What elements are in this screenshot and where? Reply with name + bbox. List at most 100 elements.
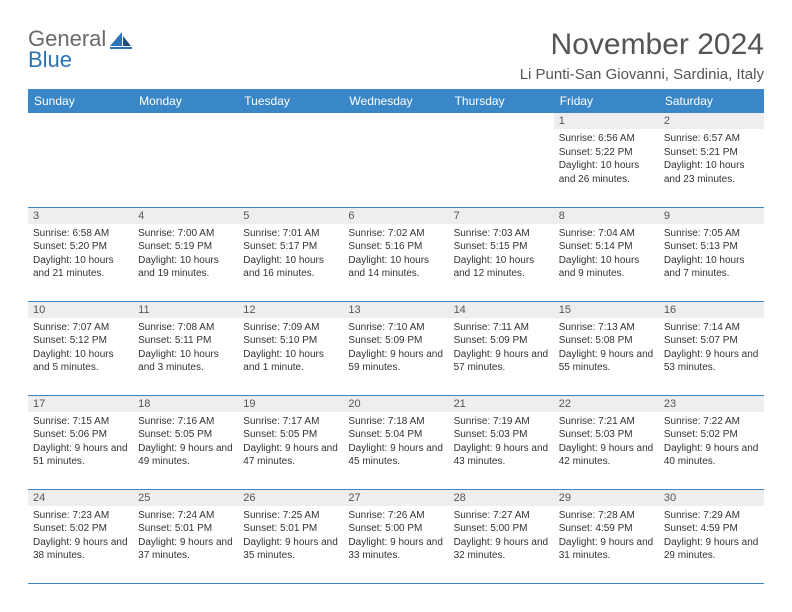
- daylight-line: Daylight: 9 hours and 43 minutes.: [454, 442, 549, 469]
- day-number: 16: [659, 302, 764, 318]
- sunset-line: Sunset: 5:03 PM: [454, 428, 549, 442]
- day-number: 8: [554, 208, 659, 224]
- daylight-line: Daylight: 10 hours and 26 minutes.: [559, 159, 654, 186]
- cell-body: Sunrise: 7:10 AMSunset: 5:09 PMDaylight:…: [343, 318, 448, 379]
- sunset-line: Sunset: 5:09 PM: [454, 334, 549, 348]
- cell-body: Sunrise: 7:25 AMSunset: 5:01 PMDaylight:…: [238, 506, 343, 567]
- calendar-cell: 7Sunrise: 7:03 AMSunset: 5:15 PMDaylight…: [449, 207, 554, 301]
- sunrise-line: Sunrise: 7:19 AM: [454, 415, 549, 429]
- calendar-cell: 18Sunrise: 7:16 AMSunset: 5:05 PMDayligh…: [133, 395, 238, 489]
- day-number: 6: [343, 208, 448, 224]
- cell-body: Sunrise: 7:23 AMSunset: 5:02 PMDaylight:…: [28, 506, 133, 567]
- sunrise-line: Sunrise: 7:26 AM: [348, 509, 443, 523]
- calendar-row: 1Sunrise: 6:56 AMSunset: 5:22 PMDaylight…: [28, 113, 764, 207]
- sunrise-line: Sunrise: 7:25 AM: [243, 509, 338, 523]
- cell-body: Sunrise: 7:11 AMSunset: 5:09 PMDaylight:…: [449, 318, 554, 379]
- calendar-cell: 22Sunrise: 7:21 AMSunset: 5:03 PMDayligh…: [554, 395, 659, 489]
- calendar-cell: [133, 113, 238, 207]
- sunset-line: Sunset: 5:01 PM: [138, 522, 233, 536]
- calendar-cell: 11Sunrise: 7:08 AMSunset: 5:11 PMDayligh…: [133, 301, 238, 395]
- sunrise-line: Sunrise: 7:01 AM: [243, 227, 338, 241]
- calendar-cell: [343, 113, 448, 207]
- cell-body: Sunrise: 7:07 AMSunset: 5:12 PMDaylight:…: [28, 318, 133, 379]
- sunrise-line: Sunrise: 7:29 AM: [664, 509, 759, 523]
- sunset-line: Sunset: 5:07 PM: [664, 334, 759, 348]
- sunrise-line: Sunrise: 7:09 AM: [243, 321, 338, 335]
- sunrise-line: Sunrise: 7:03 AM: [454, 227, 549, 241]
- sunrise-line: Sunrise: 7:16 AM: [138, 415, 233, 429]
- calendar-cell: 20Sunrise: 7:18 AMSunset: 5:04 PMDayligh…: [343, 395, 448, 489]
- daylight-line: Daylight: 10 hours and 16 minutes.: [243, 254, 338, 281]
- daylight-line: Daylight: 9 hours and 32 minutes.: [454, 536, 549, 563]
- calendar-cell: [238, 113, 343, 207]
- calendar-cell: 16Sunrise: 7:14 AMSunset: 5:07 PMDayligh…: [659, 301, 764, 395]
- cell-body: Sunrise: 7:08 AMSunset: 5:11 PMDaylight:…: [133, 318, 238, 379]
- daylight-line: Daylight: 10 hours and 14 minutes.: [348, 254, 443, 281]
- day-number: 20: [343, 396, 448, 412]
- sunrise-line: Sunrise: 7:10 AM: [348, 321, 443, 335]
- calendar-cell: 9Sunrise: 7:05 AMSunset: 5:13 PMDaylight…: [659, 207, 764, 301]
- calendar-row: 3Sunrise: 6:58 AMSunset: 5:20 PMDaylight…: [28, 207, 764, 301]
- location: Li Punti-San Giovanni, Sardinia, Italy: [520, 66, 764, 83]
- sunrise-line: Sunrise: 7:08 AM: [138, 321, 233, 335]
- day-header: Sunday: [28, 89, 133, 113]
- calendar-row: 10Sunrise: 7:07 AMSunset: 5:12 PMDayligh…: [28, 301, 764, 395]
- sunrise-line: Sunrise: 7:11 AM: [454, 321, 549, 335]
- cell-body: Sunrise: 7:05 AMSunset: 5:13 PMDaylight:…: [659, 224, 764, 285]
- day-number: 12: [238, 302, 343, 318]
- sunset-line: Sunset: 5:00 PM: [348, 522, 443, 536]
- day-number: 21: [449, 396, 554, 412]
- sunrise-line: Sunrise: 7:00 AM: [138, 227, 233, 241]
- calendar-cell: 30Sunrise: 7:29 AMSunset: 4:59 PMDayligh…: [659, 489, 764, 583]
- calendar-cell: [28, 113, 133, 207]
- day-number: 24: [28, 490, 133, 506]
- cell-body: Sunrise: 7:18 AMSunset: 5:04 PMDaylight:…: [343, 412, 448, 473]
- sunset-line: Sunset: 5:19 PM: [138, 240, 233, 254]
- sunrise-line: Sunrise: 7:13 AM: [559, 321, 654, 335]
- calendar-cell: 4Sunrise: 7:00 AMSunset: 5:19 PMDaylight…: [133, 207, 238, 301]
- sunrise-line: Sunrise: 6:56 AM: [559, 132, 654, 146]
- calendar-cell: 15Sunrise: 7:13 AMSunset: 5:08 PMDayligh…: [554, 301, 659, 395]
- calendar-cell: 13Sunrise: 7:10 AMSunset: 5:09 PMDayligh…: [343, 301, 448, 395]
- cell-body: Sunrise: 7:22 AMSunset: 5:02 PMDaylight:…: [659, 412, 764, 473]
- day-number: 5: [238, 208, 343, 224]
- day-number: 15: [554, 302, 659, 318]
- day-number: 2: [659, 113, 764, 129]
- header: General Blue November 2024 Li Punti-San …: [28, 28, 764, 83]
- day-number: 22: [554, 396, 659, 412]
- cell-body: Sunrise: 6:57 AMSunset: 5:21 PMDaylight:…: [659, 129, 764, 190]
- sunrise-line: Sunrise: 6:57 AM: [664, 132, 759, 146]
- cell-body: Sunrise: 7:17 AMSunset: 5:05 PMDaylight:…: [238, 412, 343, 473]
- cell-body: Sunrise: 7:13 AMSunset: 5:08 PMDaylight:…: [554, 318, 659, 379]
- daylight-line: Daylight: 10 hours and 9 minutes.: [559, 254, 654, 281]
- daylight-line: Daylight: 9 hours and 33 minutes.: [348, 536, 443, 563]
- sunset-line: Sunset: 5:20 PM: [33, 240, 128, 254]
- sunset-line: Sunset: 5:06 PM: [33, 428, 128, 442]
- calendar-cell: 17Sunrise: 7:15 AMSunset: 5:06 PMDayligh…: [28, 395, 133, 489]
- calendar-row: 17Sunrise: 7:15 AMSunset: 5:06 PMDayligh…: [28, 395, 764, 489]
- calendar-cell: 5Sunrise: 7:01 AMSunset: 5:17 PMDaylight…: [238, 207, 343, 301]
- sunset-line: Sunset: 5:05 PM: [138, 428, 233, 442]
- sunrise-line: Sunrise: 7:05 AM: [664, 227, 759, 241]
- sunrise-line: Sunrise: 7:28 AM: [559, 509, 654, 523]
- cell-body: Sunrise: 7:09 AMSunset: 5:10 PMDaylight:…: [238, 318, 343, 379]
- sunset-line: Sunset: 5:16 PM: [348, 240, 443, 254]
- sunset-line: Sunset: 5:11 PM: [138, 334, 233, 348]
- cell-body: Sunrise: 6:58 AMSunset: 5:20 PMDaylight:…: [28, 224, 133, 285]
- daylight-line: Daylight: 9 hours and 55 minutes.: [559, 348, 654, 375]
- cell-body: Sunrise: 7:04 AMSunset: 5:14 PMDaylight:…: [554, 224, 659, 285]
- day-number: 26: [238, 490, 343, 506]
- day-header: Wednesday: [343, 89, 448, 113]
- sunset-line: Sunset: 5:12 PM: [33, 334, 128, 348]
- logo: General Blue: [28, 28, 132, 71]
- calendar-cell: [449, 113, 554, 207]
- daylight-line: Daylight: 9 hours and 53 minutes.: [664, 348, 759, 375]
- sunrise-line: Sunrise: 7:21 AM: [559, 415, 654, 429]
- daylight-line: Daylight: 9 hours and 47 minutes.: [243, 442, 338, 469]
- calendar-row: 24Sunrise: 7:23 AMSunset: 5:02 PMDayligh…: [28, 489, 764, 583]
- sunset-line: Sunset: 5:14 PM: [559, 240, 654, 254]
- daylight-line: Daylight: 9 hours and 57 minutes.: [454, 348, 549, 375]
- daylight-line: Daylight: 10 hours and 1 minute.: [243, 348, 338, 375]
- day-header: Saturday: [659, 89, 764, 113]
- cell-body: Sunrise: 7:14 AMSunset: 5:07 PMDaylight:…: [659, 318, 764, 379]
